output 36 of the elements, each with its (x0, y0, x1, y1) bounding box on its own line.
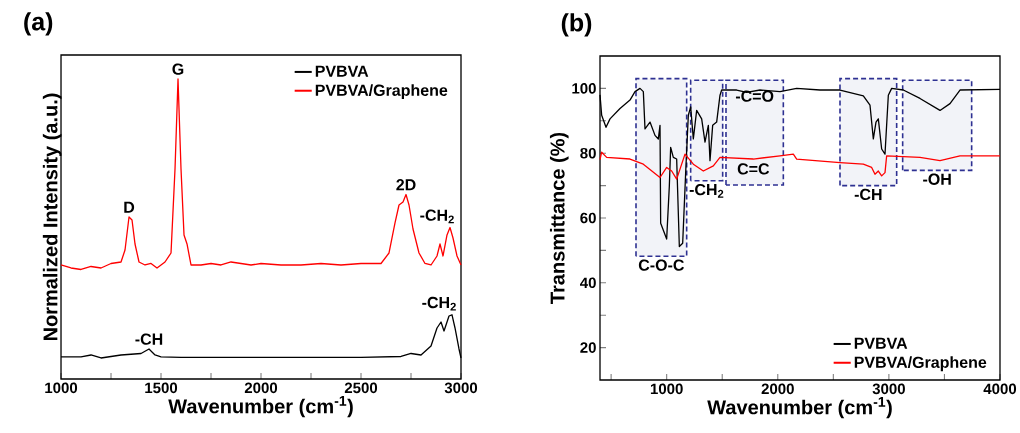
x-tick-label: 1500 (145, 382, 178, 394)
annotation: 2D (396, 179, 416, 191)
y-tick-label: 20 (580, 342, 596, 353)
x-tick-label: 3000 (872, 383, 905, 395)
legend-label: PVBVA (854, 337, 908, 349)
legend-label: PVBVA (315, 65, 369, 77)
y-tick-label: 100 (572, 83, 596, 94)
chart-title: (a) (24, 12, 53, 36)
x-tick-label: 4000 (983, 383, 1017, 395)
band-label: -OH (923, 173, 951, 185)
x-axis-title: Wavenumber (cm$^{-1}$) (168, 396, 353, 418)
x-tick-label: 1000 (45, 382, 78, 394)
annotation: -CH$_{2}$ (422, 296, 456, 311)
band-label: -C=O (735, 90, 774, 102)
legend-label: PVBVA/Graphene (315, 84, 448, 100)
y-tick-label: 40 (580, 277, 596, 289)
y-tick-label: 60 (580, 212, 596, 224)
annotation: -CH$_{2}$ (420, 209, 454, 224)
legend-label: PVBVA/Graphene (854, 356, 987, 372)
band-label: -CH (854, 188, 882, 201)
x-tick-label: 2000 (761, 383, 794, 395)
annotation: D (124, 201, 135, 213)
y-axis-title: Transmittance (%) (549, 132, 569, 304)
band-label: -CH$_{2}$ (689, 183, 724, 198)
chart-title: (b) (561, 13, 592, 37)
y-axis-title: Normalized Intensity (a.u.) (42, 93, 62, 341)
x-axis-title: Wavenumber (cm$^{-1}$) (707, 397, 892, 419)
x-tick-label: 2500 (344, 382, 378, 394)
annotation: C=C (737, 163, 770, 175)
band-label: C-O-C (638, 259, 685, 271)
y-tick-label: 80 (580, 147, 596, 159)
x-tick-label: 1000 (650, 383, 683, 395)
x-tick-label: 2000 (244, 382, 278, 394)
annotation: -CH (135, 333, 163, 345)
x-tick-label: 3000 (444, 382, 478, 394)
annotation: G (172, 63, 184, 75)
